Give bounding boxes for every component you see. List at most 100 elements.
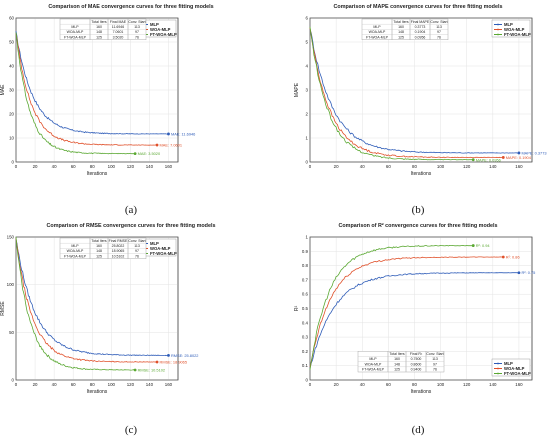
stats-table-cell: 125 (398, 35, 404, 39)
stats-table-cell: 148 (394, 362, 400, 366)
y-tick-label: 0.8 (302, 263, 309, 268)
stats-table-cell: 76 (433, 368, 437, 372)
series-end-label: MAE: 3.5020 (138, 151, 161, 156)
x-tick-label: 80 (90, 382, 95, 387)
stats-table-cell: 25.8022 (112, 244, 125, 248)
y-tick-label: 60 (9, 16, 14, 21)
legend-marker (497, 372, 499, 375)
x-tick-label: 120 (127, 382, 135, 387)
y-tick-label: 0.7 (302, 277, 309, 282)
stats-table-cell: MLP (71, 25, 79, 29)
stats-table-cell: 0.0956 (415, 35, 426, 39)
series-end-point (517, 151, 521, 155)
legend-marker (497, 23, 499, 26)
x-tick-label: 120 (463, 382, 471, 387)
series-end-label: R²: 0.86 (506, 254, 520, 259)
stats-table-cell: 0.7500 (411, 357, 422, 361)
y-tick-label: 2 (306, 112, 309, 117)
x-tick-label: 160 (165, 382, 173, 387)
stats-table-cell: 0.3773 (415, 25, 426, 29)
stats-table-cell: Total Iters (393, 20, 408, 24)
y-tick-label: 0.1 (302, 363, 309, 368)
stats-table-cell: WOA-MLP (67, 30, 84, 34)
panel-caption: (d) (412, 424, 425, 436)
series-line-ft-woa-mlp (309, 244, 474, 371)
x-tick-label: 100 (437, 382, 445, 387)
x-tick-label: 20 (33, 382, 38, 387)
series-line-woa-mlp (15, 33, 158, 146)
legend-label: FT-WOA-MLP (150, 32, 177, 37)
series-line-mlp (309, 29, 519, 154)
x-tick-label: 80 (412, 164, 417, 169)
series-line-woa-mlp (15, 238, 158, 363)
x-tick-label: 120 (127, 164, 135, 169)
y-axis-label: R² (294, 306, 300, 312)
y-axis-label: MAPE (294, 82, 300, 97)
x-axis-label: Iterations (411, 389, 432, 395)
x-tick-label: 160 (515, 164, 523, 169)
stats-table-cell: Conv. Start (430, 20, 447, 24)
plot-frame (309, 236, 533, 381)
y-axis-label: RMSE (0, 301, 6, 316)
x-tick-label: 80 (90, 164, 95, 169)
x-tick-label: 0 (309, 164, 312, 169)
stats-table-cell: Final MAPE (411, 20, 430, 24)
legend-label: MLP (504, 361, 513, 366)
x-tick-label: 140 (489, 382, 497, 387)
series-end-point (167, 354, 170, 357)
y-tick-label: 0 (12, 378, 15, 383)
stats-table-cell: 113 (436, 25, 442, 29)
stats-table-cell: MLP (369, 357, 377, 361)
stats-table-cell: 18.9065 (112, 249, 125, 253)
stats-table-cell: 148 (96, 30, 102, 34)
stats-table-cell: Conv. Start (128, 239, 145, 243)
x-tick-label: 160 (165, 164, 173, 169)
y-tick-label: 0 (306, 378, 309, 383)
stats-table: Total Iters Final MAPE Conv. Start MLP 160 0.… (361, 18, 449, 40)
chart-title: Comparison of R² convergence curves for … (338, 223, 497, 229)
series-end-point (155, 360, 159, 364)
stats-table-cell: 76 (135, 254, 139, 258)
series-end-label: MAE: 11.6946 (171, 132, 195, 137)
chart-panel-a: Comparison of MAE convergence curves for… (0, 4, 214, 216)
x-axis-label: Iterations (87, 389, 108, 395)
series-line-mlp (15, 30, 169, 135)
stats-table-cell: WOA-MLP (365, 362, 382, 366)
stats-table-cell: WOA-MLP (369, 30, 386, 34)
stats-table-cell: 113 (134, 25, 140, 29)
x-axis-label: Iterations (87, 171, 108, 177)
stats-table-cell: FT-WOA-MLP (64, 254, 87, 258)
legend-marker (497, 367, 499, 370)
series-end-point (133, 152, 137, 156)
stats-table-cell: 10.5102 (112, 254, 125, 258)
legend-label: MLP (150, 22, 159, 27)
stats-table-cell: Total Iters (91, 239, 106, 243)
legend-label: FT-WOA-MLP (504, 32, 531, 37)
x-tick-label: 0 (15, 382, 18, 387)
y-axis-label: MAE (0, 84, 6, 96)
stats-table-cell: 76 (135, 35, 139, 39)
x-tick-label: 40 (360, 164, 365, 169)
stats-table-cell: Total Iters (91, 20, 106, 24)
series-end-label: MAPE: 0.1904 (506, 155, 532, 160)
chart-panel-c: Comparison of RMSE convergence curves fo… (0, 223, 215, 436)
stats-table: Total Iters Final MAE Conv. Start MLP 160 11.… (59, 18, 147, 40)
y-tick-label: 0.9 (302, 249, 309, 254)
stats-table-cell: 11.6946 (112, 25, 124, 29)
series-end-label: MAE: 7.0601 (160, 143, 183, 148)
panel-caption: (c) (125, 424, 138, 436)
series-line-woa-mlp (309, 256, 504, 368)
x-tick-label: 0 (15, 164, 18, 169)
x-tick-label: 60 (386, 382, 391, 387)
y-tick-label: 1 (306, 136, 309, 141)
y-tick-label: 4 (306, 64, 309, 69)
stats-table-cell: FT-WOA-MLP (362, 368, 385, 372)
stats-table-cell: 160 (394, 357, 400, 361)
plot-area (15, 236, 179, 381)
series-end-point (517, 271, 521, 275)
stats-table-cell: 0.8600 (411, 362, 422, 366)
